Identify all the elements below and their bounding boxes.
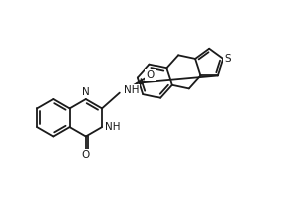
Text: NH: NH [105, 122, 121, 132]
Text: N: N [82, 87, 90, 97]
Text: O: O [82, 150, 90, 160]
Text: S: S [224, 54, 231, 64]
Text: O: O [146, 70, 154, 80]
Text: NH: NH [124, 85, 139, 95]
